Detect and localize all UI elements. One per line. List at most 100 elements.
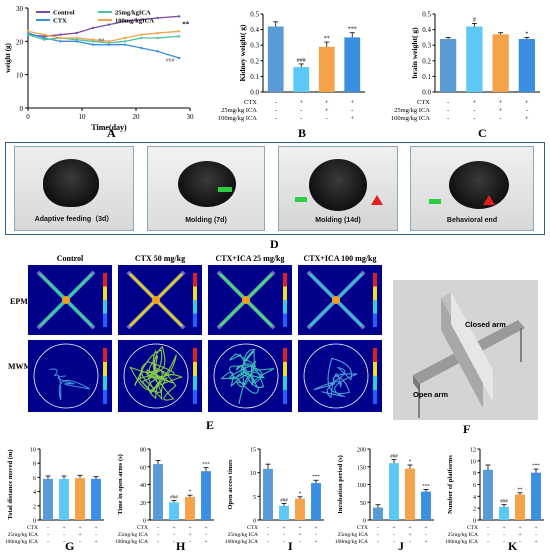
bar	[169, 502, 179, 520]
mouse-image	[449, 161, 509, 209]
treatment-sign: -	[275, 99, 277, 106]
data-point	[178, 56, 181, 60]
y-tick-label: 200	[357, 448, 366, 454]
colorbar-warm	[373, 286, 377, 300]
treatment-sign: -	[447, 99, 449, 106]
treatment-row-label: CTX	[244, 99, 257, 106]
y-tick-label: 2	[33, 504, 36, 510]
bar	[91, 478, 101, 520]
treatment-sign: -	[409, 539, 411, 545]
y-tick-label: 40	[140, 483, 146, 489]
treatment-sign: -	[377, 525, 379, 531]
data-point	[124, 36, 127, 40]
data-point	[156, 36, 159, 40]
treatment-sign: +	[350, 99, 354, 106]
column-head-ctx: CTX 50 mg/kg	[134, 254, 186, 263]
swim-path	[313, 357, 358, 399]
bar	[263, 468, 273, 520]
treatment-row-label: CTX	[137, 525, 148, 531]
significance-label: *	[189, 490, 192, 495]
photo-caption: Molding (7d)	[185, 217, 227, 224]
y-axis-title: Kidney weight( g)	[238, 24, 247, 82]
treatment-sign: +	[502, 525, 505, 531]
y-tick-label: 10	[16, 72, 24, 80]
data-point	[43, 33, 46, 36]
treatment-sign: -	[326, 115, 328, 122]
data-point	[43, 38, 46, 41]
panel-letter-e: E	[206, 418, 215, 432]
treatment-sign: -	[267, 525, 269, 531]
row-head-mwm: MWM	[8, 362, 32, 371]
bar	[293, 67, 310, 92]
y-tick-label: 0	[143, 519, 146, 525]
annotation-label: ###	[166, 58, 175, 64]
colorbar-mid	[193, 376, 197, 390]
y-tick-label: 0.2	[422, 57, 431, 65]
data-point	[75, 31, 78, 35]
data-point	[140, 18, 143, 21]
treatment-sign: +	[350, 115, 354, 122]
data-point	[140, 33, 143, 36]
closed-arm-label: Closed arm	[465, 320, 506, 329]
red-triangle-icon	[371, 195, 383, 205]
significance-label: ###	[390, 455, 398, 460]
treatment-sign: -	[500, 115, 502, 122]
y-tick-label: 10	[30, 448, 36, 454]
treatment-sign: -	[377, 539, 379, 545]
colorbar-warm	[283, 362, 287, 376]
treatment-sign: +	[314, 525, 317, 531]
y-axis-title: Time in open arms (s)	[117, 454, 124, 515]
bar	[59, 478, 69, 520]
treatment-sign: +	[534, 525, 537, 531]
colorbar-hot	[373, 273, 377, 287]
data-point	[178, 30, 181, 33]
treatment-sign: -	[351, 107, 353, 114]
y-tick-label: 0.3	[250, 42, 259, 50]
treatment-sign: -	[393, 539, 395, 545]
colorbar-warm	[193, 286, 197, 300]
bar	[344, 37, 361, 92]
treatment-sign: -	[447, 107, 449, 114]
data-point	[75, 38, 78, 41]
treatment-row-label: CTX	[417, 99, 430, 106]
data-point	[91, 38, 95, 41]
photo-molding-14d: Molding (14d)	[278, 146, 398, 231]
green-arrow-icon	[295, 197, 307, 202]
treatment-sign: -	[79, 539, 81, 545]
y-tick-label: 0.5	[250, 11, 259, 19]
bar	[267, 26, 284, 93]
y-tick-label: 4	[33, 490, 36, 496]
treatment-row-label: 25mg/kg ICA	[118, 532, 148, 538]
treatment-sign: -	[503, 532, 505, 538]
significance-label: ***	[348, 27, 357, 33]
treatment-sign: +	[188, 532, 191, 538]
treatment-sign: +	[204, 525, 207, 531]
y-tick-label: 5	[253, 495, 256, 501]
treatment-sign: +	[325, 107, 329, 114]
photo-molding-7d: Molding (7d)	[147, 146, 265, 231]
data-point	[107, 23, 111, 26]
treatment-sign: -	[275, 115, 277, 122]
colorbar-mid	[103, 300, 107, 314]
hotspot	[332, 296, 340, 304]
panel-letter-h: H	[176, 539, 186, 552]
treatment-sign: +	[518, 532, 521, 538]
significance-label: ***	[202, 463, 210, 468]
treatment-sign: +	[172, 525, 175, 531]
y-tick-label: 6	[473, 483, 476, 489]
treatment-row-label: 100mg/kg ICA	[225, 539, 258, 545]
y-tick-label: 0	[473, 519, 476, 525]
series-line	[27, 32, 180, 59]
significance-label: ***	[312, 475, 320, 480]
maze-3d-render: Closed arm Open arm	[393, 280, 538, 420]
treatment-sign: +	[408, 532, 411, 538]
legend-label: 25mg/kgICA	[115, 10, 151, 17]
treatment-sign: -	[157, 539, 159, 545]
y-tick-label: 0.0	[422, 89, 431, 97]
colorbar-hot	[283, 273, 287, 287]
colorbar-warm	[103, 362, 107, 376]
panel-letter-j: J	[398, 539, 404, 552]
data-point	[124, 40, 127, 43]
treatment-row-label: 25mg/kg ICA	[8, 532, 38, 538]
